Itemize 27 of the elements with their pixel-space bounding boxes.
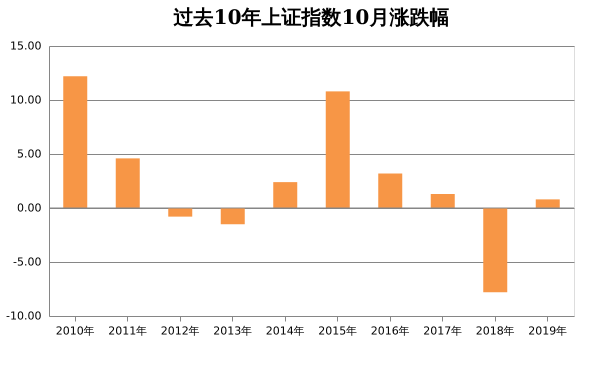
- x-tick-label: 2010年: [56, 324, 95, 338]
- bar: [483, 208, 508, 292]
- bar: [220, 208, 245, 224]
- y-tick-label: 15.00: [10, 40, 42, 52]
- bar: [326, 91, 350, 208]
- bar: [536, 199, 560, 208]
- bar: [168, 208, 192, 217]
- x-tick-label: 2011年: [108, 324, 148, 338]
- x-tick-label: 2017年: [423, 324, 462, 338]
- y-tick-label: 10.00: [10, 94, 42, 106]
- x-tick-label: 2018年: [476, 324, 515, 338]
- bar: [63, 76, 88, 208]
- x-tick-label: 2016年: [370, 324, 410, 338]
- bar: [430, 194, 455, 208]
- x-tick-label: 2012年: [160, 324, 200, 338]
- bar: [378, 173, 402, 208]
- bar: [273, 182, 298, 208]
- x-tick-label: 2014年: [266, 324, 305, 338]
- y-tick-label: 5.00: [17, 148, 42, 160]
- y-tick-label: 0.00: [17, 202, 42, 214]
- chart-title: 过去10年上证指数10月涨跌幅: [172, 5, 450, 29]
- y-tick-label: -10.00: [6, 310, 42, 322]
- x-tick-label: 2015年: [318, 324, 358, 338]
- y-tick-label: -5.00: [13, 256, 42, 268]
- bar: [116, 158, 140, 208]
- x-tick-label: 2019年: [528, 324, 568, 338]
- x-tick-label: 2013年: [213, 324, 252, 338]
